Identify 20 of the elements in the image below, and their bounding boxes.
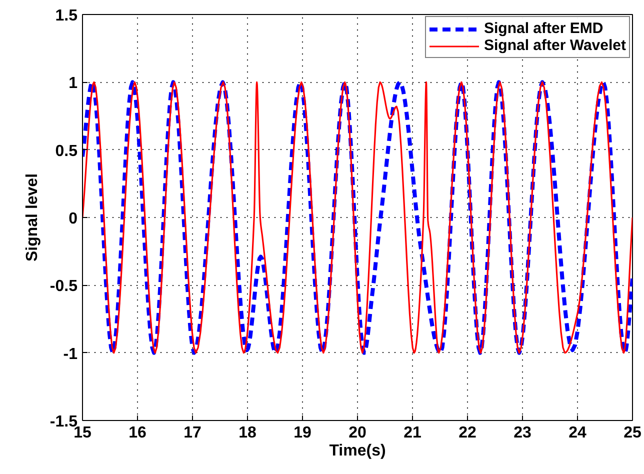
x-axis-title: Time(s) xyxy=(329,442,386,460)
y-axis-title: Signal level xyxy=(24,173,41,262)
x-tick-label: 23 xyxy=(514,424,532,442)
y-tick-label: 0.5 xyxy=(55,142,78,160)
y-tick-label: 1 xyxy=(68,75,78,92)
x-tick-label: 22 xyxy=(458,424,476,442)
x-tick-label: 20 xyxy=(348,424,366,442)
x-tick-label: 21 xyxy=(404,424,422,442)
x-tick-label: 24 xyxy=(568,424,586,442)
legend-label: Signal after Wavelet xyxy=(484,37,626,54)
x-tick-label: 18 xyxy=(238,424,256,442)
y-tick-label: 0 xyxy=(68,210,78,228)
y-tick-label: -0.5 xyxy=(50,278,78,296)
y-tick-label: -1 xyxy=(63,346,78,363)
legend-label: Signal after EMD xyxy=(484,20,604,37)
x-tick-label: 17 xyxy=(184,424,202,442)
y-tick-label: 1.5 xyxy=(55,8,78,24)
x-tick-label: 16 xyxy=(128,424,146,442)
x-tick-label: 19 xyxy=(294,424,312,442)
x-tick-label: 25 xyxy=(624,424,642,442)
